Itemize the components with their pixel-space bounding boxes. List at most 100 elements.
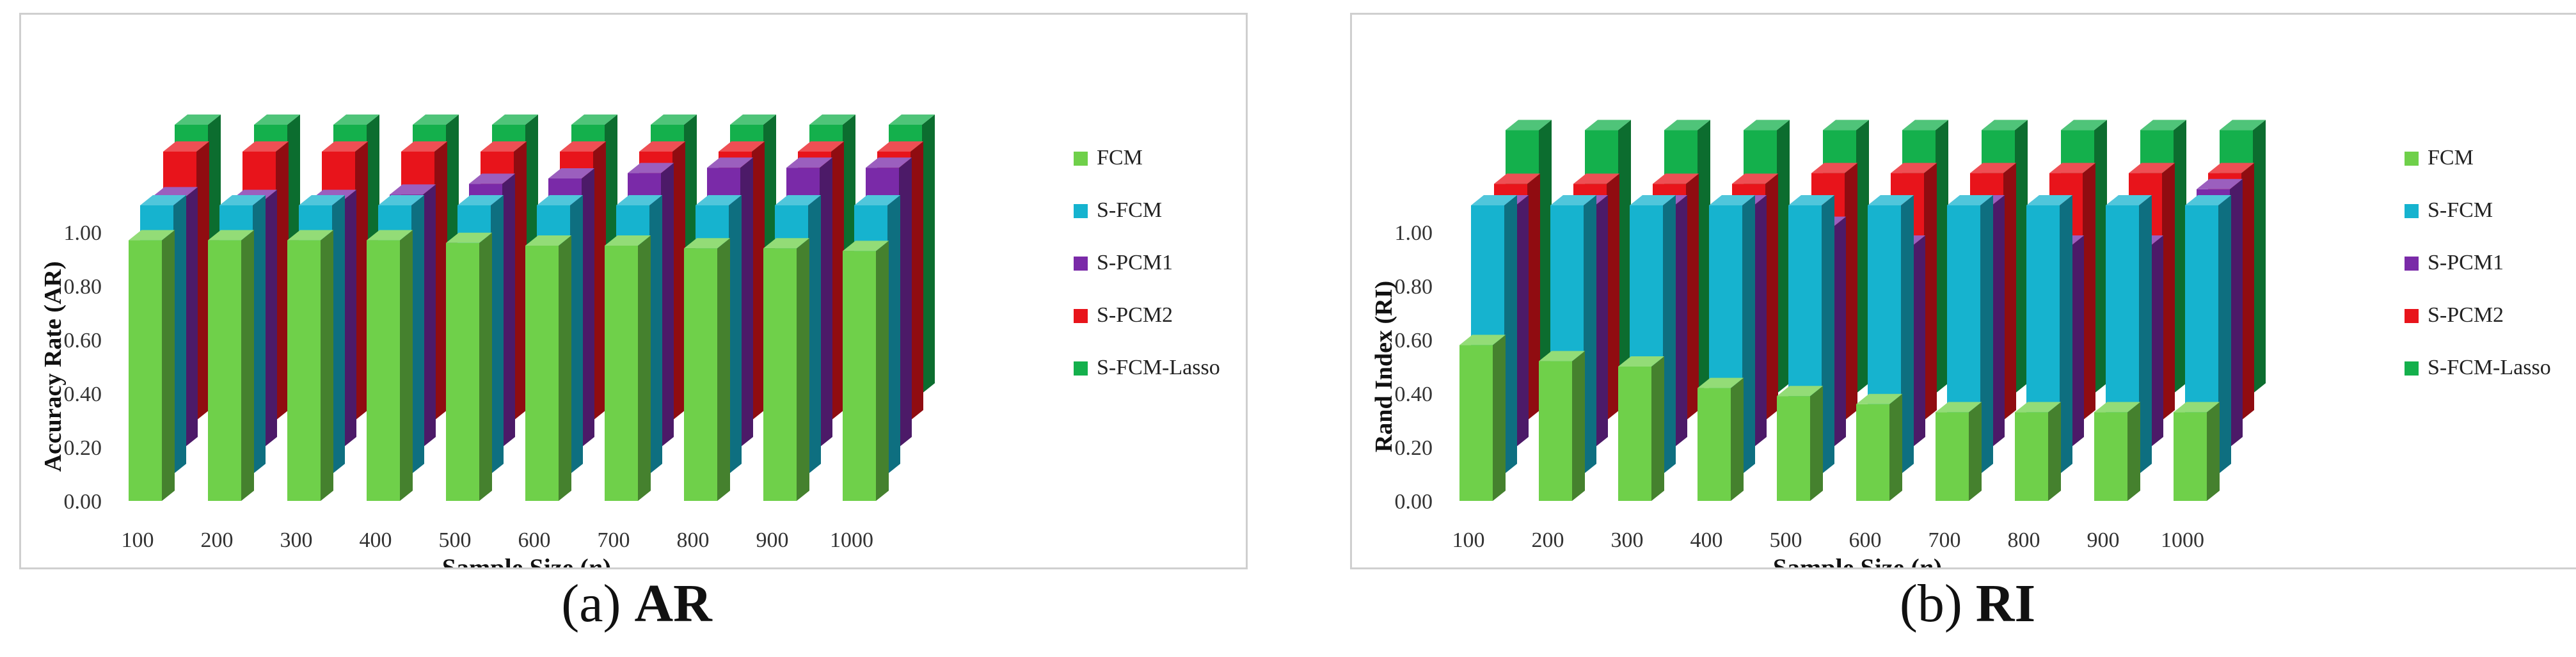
bar-top (1506, 120, 1552, 131)
bar (2094, 412, 2127, 501)
y-tick-label: 0.00 (64, 490, 102, 514)
bar-top (707, 157, 753, 168)
bar (605, 246, 638, 501)
bar-top (469, 173, 515, 184)
y-tick-label: 0.40 (1395, 383, 1433, 406)
legend-label: S-PCM2 (2428, 303, 2504, 327)
bar-side (1856, 120, 1869, 393)
bar-side (2127, 402, 2140, 501)
chart-caption: (a) AR (0, 573, 1273, 635)
bar (446, 242, 479, 501)
bar-side (196, 141, 209, 420)
bar-side (2139, 195, 2152, 474)
bar-top (333, 115, 379, 125)
bar-top (1856, 393, 1902, 404)
bar-side (479, 232, 492, 501)
bar-side (1742, 195, 1755, 474)
bar-side (2230, 178, 2243, 447)
bar-top (2049, 162, 2095, 173)
bar-top (129, 230, 175, 241)
bar-top (651, 115, 697, 125)
bar-top (1744, 120, 1790, 131)
bar-side (1889, 393, 1902, 501)
bar-side (1822, 195, 1834, 474)
x-tick-label: 100 (1452, 528, 1485, 552)
bar-side (1527, 173, 1540, 420)
bar-top (163, 141, 209, 152)
bar-side (434, 141, 447, 420)
bar-side (411, 195, 424, 474)
bar-top (492, 115, 538, 125)
bar-side (672, 141, 685, 420)
legend-swatch (1074, 152, 1088, 166)
bar-side (820, 157, 832, 447)
bar (1459, 345, 1493, 501)
bar-side (1572, 351, 1585, 501)
chart-panel-ri: 0.00 0.20 0.40 0.60 0.80 1.00 Rand Index (RI) 1… (1331, 0, 2576, 657)
bar-top (378, 195, 424, 205)
bar-top (571, 115, 617, 125)
bar-side (1584, 195, 1596, 474)
bar-top (775, 195, 821, 205)
bar-top (254, 115, 300, 125)
bar-side (1516, 195, 1529, 447)
bar-side (2003, 162, 2016, 420)
bar-side (1777, 120, 1790, 393)
x-tick-label: 300 (1611, 528, 1644, 552)
bar-side (1901, 195, 1914, 474)
bar-top (175, 115, 221, 125)
bar-side (2253, 120, 2266, 393)
bar-side (2151, 235, 2163, 447)
x-tick-label: 400 (360, 528, 392, 552)
bar-side (638, 235, 651, 501)
bar (763, 248, 797, 501)
bar-top (1811, 162, 1857, 173)
bar-side (1969, 402, 1982, 501)
bar-side (1980, 195, 1993, 474)
bar-side (264, 189, 277, 447)
bar-top (877, 141, 923, 152)
bar-side (1493, 335, 1506, 501)
bar-side (514, 141, 527, 420)
bar-top (152, 187, 198, 198)
bar-side (2083, 162, 2095, 420)
bar-side (355, 141, 368, 420)
x-tick-label: 800 (677, 528, 710, 552)
bar-side (1504, 195, 1517, 474)
bar-side (1674, 195, 1687, 447)
chart-frame: 0.00 0.20 0.40 0.60 0.80 1.00 Accuracy Rate (A… (19, 13, 1248, 582)
x-tick-label: 600 (1849, 528, 1882, 552)
legend-label: S-FCM (2428, 198, 2493, 222)
bar-top (2061, 120, 2107, 131)
bar-side (831, 141, 844, 420)
bar-side (2015, 120, 2028, 393)
chart-caption: (b) RI (1331, 573, 2576, 635)
bar-top (1732, 173, 1778, 184)
bar-top (1777, 386, 1823, 397)
chart-frame: 0.00 0.20 0.40 0.60 0.80 1.00 Rand Index (RI) 1… (1350, 13, 2576, 582)
bar-top (1970, 162, 2016, 173)
bar-side (649, 195, 662, 474)
legend-label: S-FCM-Lasso (2428, 356, 2551, 379)
bar (129, 240, 162, 501)
legend-swatch (2405, 152, 2419, 166)
bar-side (1697, 120, 1710, 393)
bar-side (1845, 162, 1857, 420)
x-tick-label: 1000 (830, 528, 873, 552)
legend-label: S-FCM (1097, 198, 1162, 222)
x-tick-label: 200 (201, 528, 234, 552)
bar-top (219, 195, 266, 205)
bar-side (332, 195, 345, 474)
x-tick-label: 100 (122, 528, 154, 552)
x-tick-label: 500 (1770, 528, 1802, 552)
bar-top (2015, 402, 2061, 413)
bar-top (2106, 195, 2152, 205)
bar-side (2241, 162, 2254, 420)
bar-side (1765, 173, 1778, 420)
bar-side (570, 195, 583, 474)
bar-top (889, 115, 935, 125)
bar-side (740, 157, 753, 447)
bar-top (1630, 195, 1676, 205)
y-tick-label: 1.00 (64, 221, 102, 245)
bar-top (560, 141, 606, 152)
